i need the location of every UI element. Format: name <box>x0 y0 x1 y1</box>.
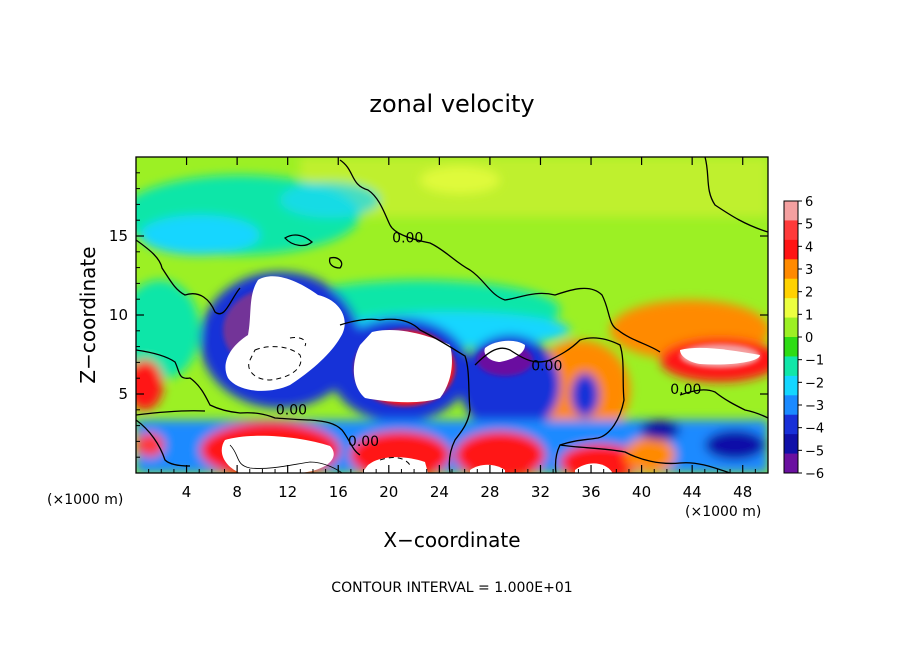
contour-label: 0.00 <box>670 382 701 398</box>
x-tick-label: 24 <box>430 483 449 501</box>
contour-label: 0.00 <box>392 230 423 246</box>
contour-label: 0.00 <box>276 403 307 419</box>
colorbar-tick-label: −5 <box>805 444 824 459</box>
colorbar-tick-label: 2 <box>805 286 813 301</box>
colorbar-tick-label: −1 <box>805 354 824 369</box>
colorbar-swatch <box>784 434 798 455</box>
x-tick-label: 20 <box>379 483 398 501</box>
x-tick-label: 16 <box>329 483 348 501</box>
x-tick-label: 44 <box>683 483 702 501</box>
colorbar-swatch <box>784 278 798 299</box>
y-tick-label: 5 <box>118 385 128 403</box>
colorbar-tick-label: 0 <box>805 331 813 346</box>
colorbar-tick-label: 6 <box>805 195 813 210</box>
colorbar-swatch <box>784 201 798 221</box>
contour-labels: 0.00 0.00 0.00 0.00 0.00 <box>276 230 702 450</box>
x-tick-label: 36 <box>581 483 600 501</box>
colorbar-tick-label: 1 <box>805 308 813 323</box>
colorbar-tick-label: −6 <box>805 467 824 482</box>
x-tick-label: 4 <box>182 483 192 501</box>
y-axis-label: Z−coordinate <box>76 246 100 383</box>
plot-area <box>136 157 768 473</box>
contour-interval-note: CONTOUR INTERVAL = 1.000E+01 <box>331 580 572 596</box>
x-tick-label: 48 <box>733 483 752 501</box>
colorbar-swatch <box>784 356 798 377</box>
x-axis: 4 8 12 16 20 24 28 32 36 40 44 48 <box>148 157 756 501</box>
y-tick-label: 15 <box>109 227 128 245</box>
colorbar-tick-label: 4 <box>805 240 813 255</box>
x-tick-label: 32 <box>531 483 550 501</box>
colorbar-tick-label: −2 <box>805 376 824 391</box>
colorbar-tick-label: 3 <box>805 263 813 278</box>
colorbar-swatch <box>784 453 798 474</box>
colorbar-swatch <box>784 395 798 416</box>
colorbar-swatch <box>784 317 798 338</box>
colorbar-swatch <box>784 239 798 260</box>
colorbar: 6 5 4 3 2 1 0 −1 −2 −3 −4 −5 −6 <box>783 195 824 482</box>
x-axis-label: X−coordinate <box>383 528 520 552</box>
x-unit-right: (×1000 m) <box>685 504 761 520</box>
colorbar-swatch <box>784 414 798 435</box>
chart-title: zonal velocity <box>369 90 534 118</box>
colorbar-swatch <box>784 337 798 357</box>
x-tick-label: 8 <box>232 483 242 501</box>
colorbar-swatch <box>784 375 798 396</box>
colorbar-swatch <box>784 298 798 319</box>
colorbar-tick-label: 5 <box>805 218 813 233</box>
y-axis: 5 10 15 <box>109 172 768 458</box>
x-unit-left: (×1000 m) <box>47 492 123 508</box>
colorbar-tick-label: −4 <box>805 422 824 437</box>
colorbar-swatch <box>784 220 798 241</box>
colorbar-tick-label: −3 <box>805 399 824 414</box>
y-tick-label: 10 <box>109 306 128 324</box>
colorbar-swatch <box>784 259 798 280</box>
x-tick-label: 28 <box>480 483 499 501</box>
x-tick-label: 40 <box>632 483 651 501</box>
contour-label: 0.00 <box>348 434 379 450</box>
contour-label: 0.00 <box>531 358 562 374</box>
x-tick-label: 12 <box>278 483 297 501</box>
